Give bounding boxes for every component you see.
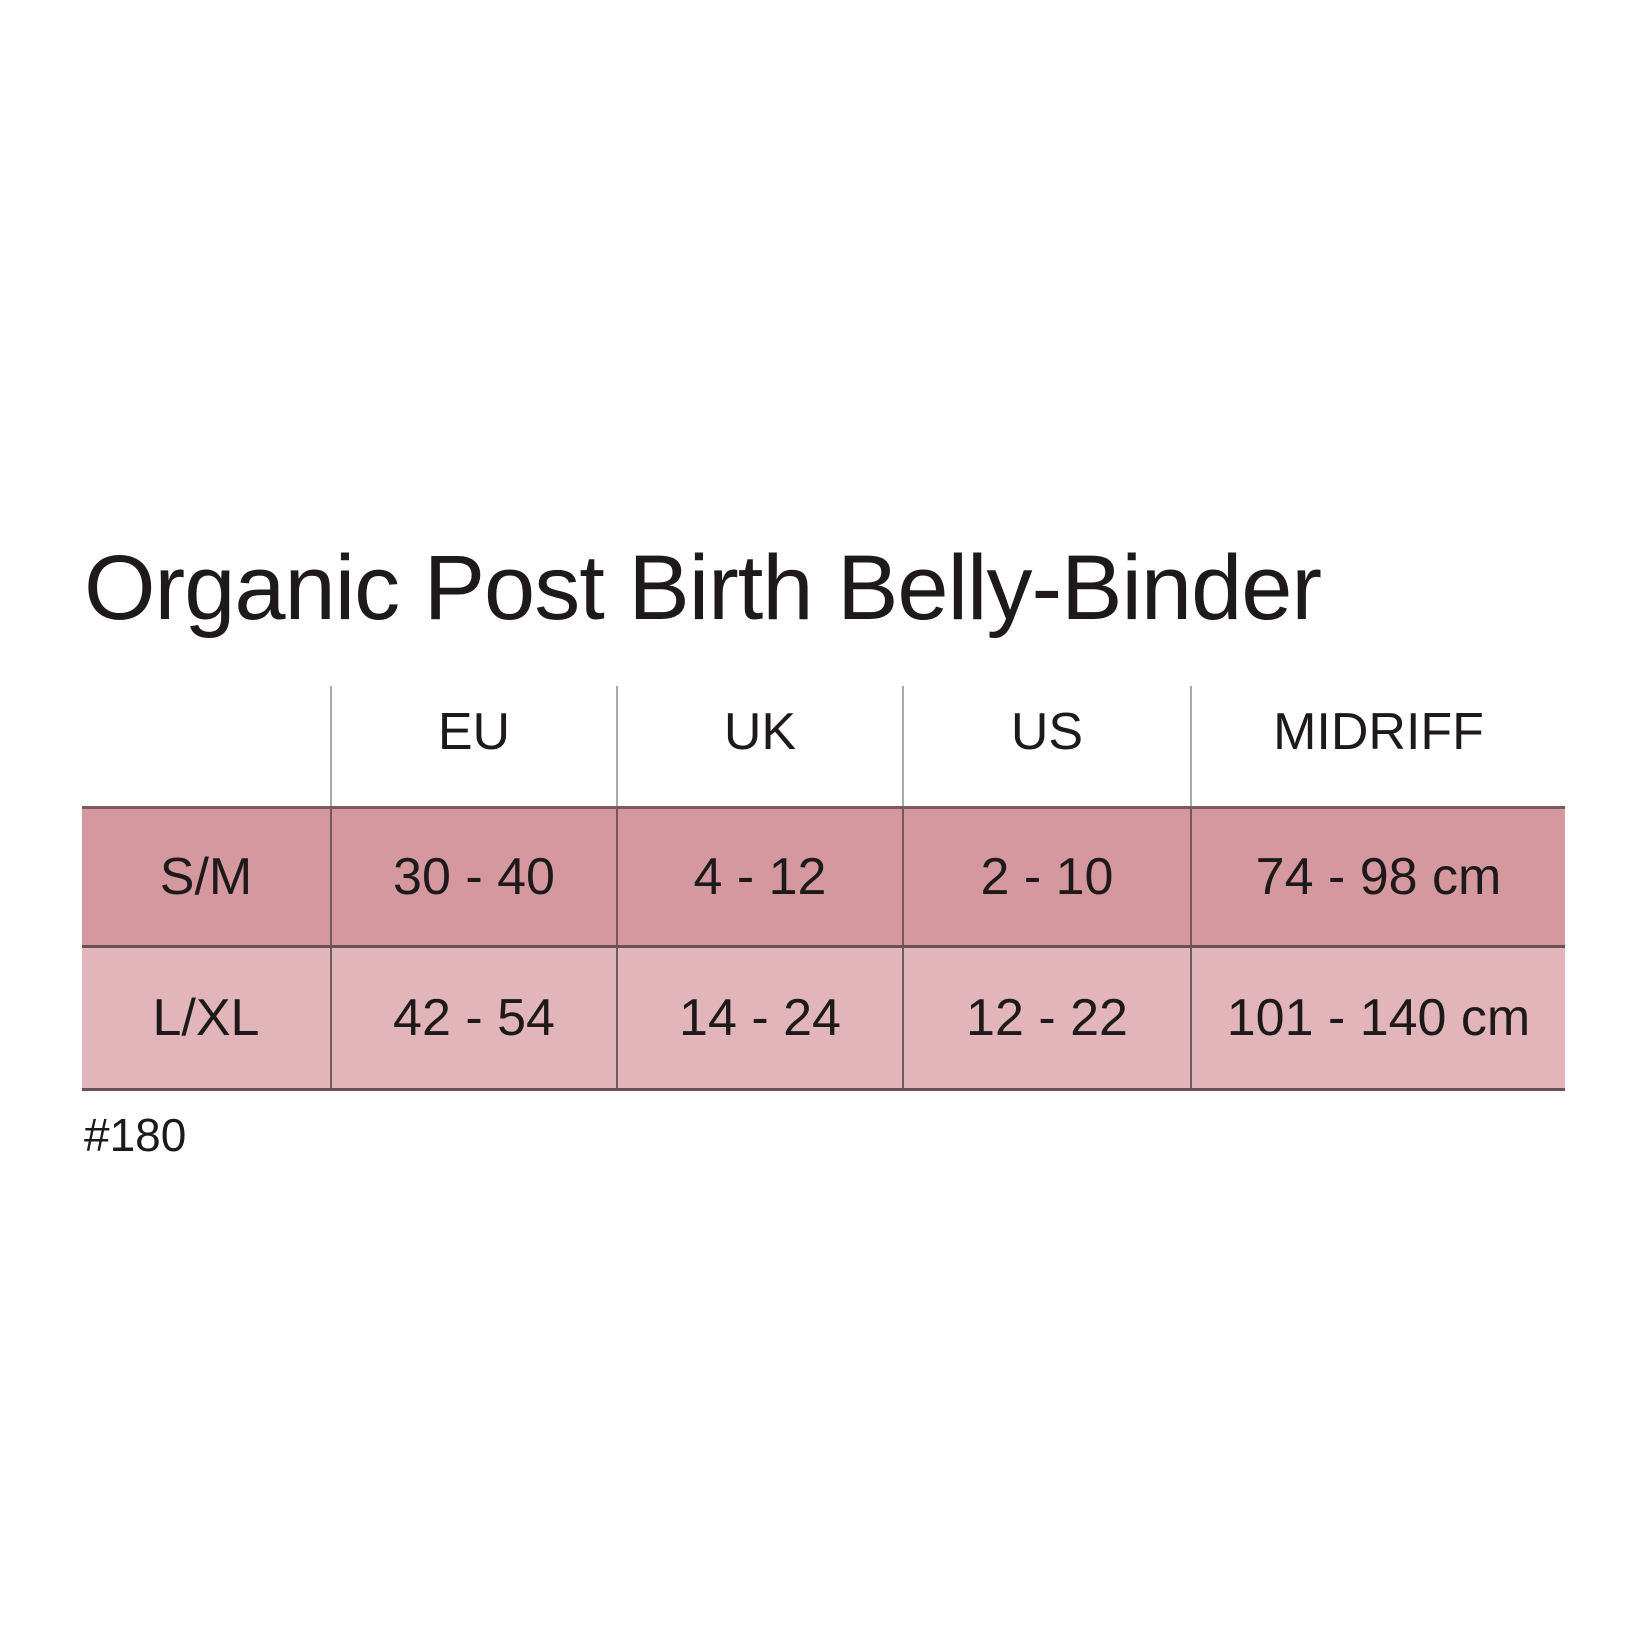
table-row: L/XL 42 - 54 14 - 24 12 - 22 101 - 140 c… [82, 948, 1565, 1091]
table-cell: 101 - 140 cm [1190, 948, 1565, 1088]
product-number: #180 [84, 1109, 187, 1161]
table-row: S/M 30 - 40 4 - 12 2 - 10 74 - 98 cm [82, 806, 1565, 948]
table-cell: 74 - 98 cm [1190, 809, 1565, 945]
table-header-row: EU UK US MIDRIFF [82, 686, 1565, 806]
size-label: L/XL [152, 989, 260, 1047]
table-cell: 4 - 12 [616, 809, 902, 945]
size-chart-table: EU UK US MIDRIFF S/M 30 - 40 4 - 12 2 - … [82, 686, 1565, 1091]
size-label: S/M [159, 848, 253, 906]
header-cell-uk: UK [616, 686, 902, 806]
table-cell: 30 - 40 [330, 809, 616, 945]
header-cell [82, 686, 330, 806]
table-cell: 14 - 24 [616, 948, 902, 1088]
header-cell-us: US [902, 686, 1190, 806]
table-cell: 2 - 10 [902, 809, 1190, 945]
header-cell-eu: EU [330, 686, 616, 806]
header-cell-midriff: MIDRIFF [1190, 686, 1565, 806]
table-cell: 12 - 22 [902, 948, 1190, 1088]
table-cell: 42 - 54 [330, 948, 616, 1088]
page-title: Organic Post Birth Belly-Binder [84, 537, 1322, 639]
